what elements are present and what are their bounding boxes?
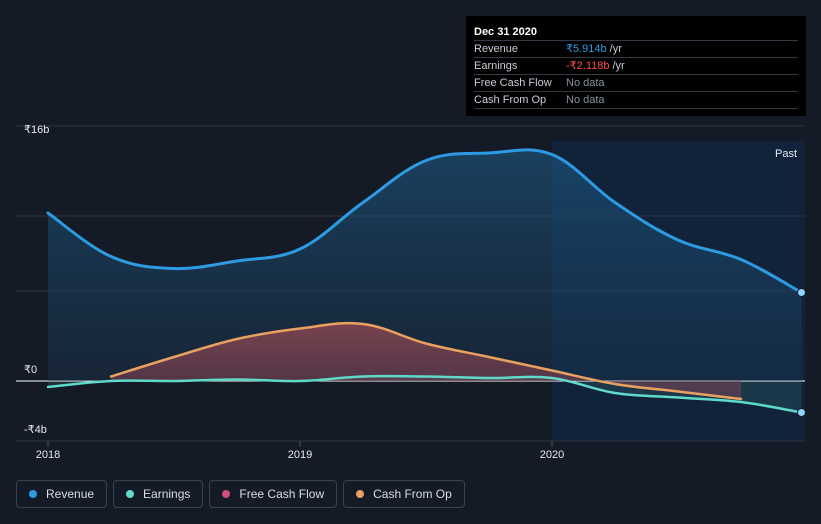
past-label: Past: [775, 148, 797, 160]
tooltip-row-revenue: Revenue ₹5.914b /yr: [474, 41, 798, 58]
tooltip-row-earnings: Earnings -₹2.118b /yr: [474, 58, 798, 75]
earnings-area: [48, 376, 802, 413]
y-tick-label: ₹0: [24, 364, 37, 376]
x-tick-label: 2019: [288, 449, 312, 461]
tooltip-value: No data: [566, 77, 605, 89]
legend-label: Revenue: [46, 487, 95, 501]
legend: Revenue Earnings Free Cash Flow Cash Fro…: [16, 480, 465, 508]
legend-item-cash-from-op[interactable]: Cash From Op: [343, 480, 465, 508]
y-tick-label: ₹16b: [24, 124, 49, 136]
x-tick-label: 2020: [540, 449, 564, 461]
tooltip-label: Revenue: [474, 43, 519, 55]
cash-from-op-line: [109, 321, 743, 401]
legend-item-revenue[interactable]: Revenue: [16, 480, 108, 508]
tooltip: Dec 31 2020 Revenue ₹5.914b /yr Earnings…: [466, 16, 806, 116]
tooltip-unit: /yr: [609, 43, 622, 55]
tooltip-row-free-cash-flow: Free Cash Flow No data: [474, 75, 798, 92]
legend-dot-icon: [356, 490, 365, 498]
legend-dot-icon: [126, 490, 135, 498]
tooltip-value: No data: [566, 94, 605, 106]
legend-dot-icon: [222, 490, 231, 498]
earnings-end-point: [796, 408, 806, 417]
legend-label: Free Cash Flow: [239, 487, 325, 501]
legend-label: Earnings: [143, 487, 191, 501]
tooltip-value: ₹5.914b: [566, 43, 607, 55]
tooltip-date: Dec 31 2020: [474, 24, 798, 41]
y-tick-label: -₹4b: [24, 424, 47, 436]
legend-item-earnings[interactable]: Earnings: [113, 480, 204, 508]
legend-label: Cash From Op: [373, 487, 452, 501]
axes: ₹16b ₹0 -₹4b 2018 2019 2020: [24, 124, 564, 461]
x-tick-label: 2018: [36, 449, 60, 461]
revenue-end-point: [796, 288, 806, 297]
tooltip-label: Earnings: [474, 60, 518, 72]
legend-dot-icon: [29, 490, 37, 498]
series-lines: [46, 148, 806, 417]
revenue-line: [46, 148, 803, 294]
earnings-line: [46, 374, 803, 414]
tooltip-row-cash-from-op: Cash From Op No data: [474, 92, 798, 109]
tooltip-label: Free Cash Flow: [474, 77, 552, 89]
legend-item-free-cash-flow[interactable]: Free Cash Flow: [209, 480, 338, 508]
tooltip-value: -₹2.118b: [566, 60, 610, 72]
tooltip-label: Cash From Op: [474, 94, 547, 106]
revenue-area: [48, 149, 802, 381]
tooltip-unit: /yr: [612, 60, 625, 72]
